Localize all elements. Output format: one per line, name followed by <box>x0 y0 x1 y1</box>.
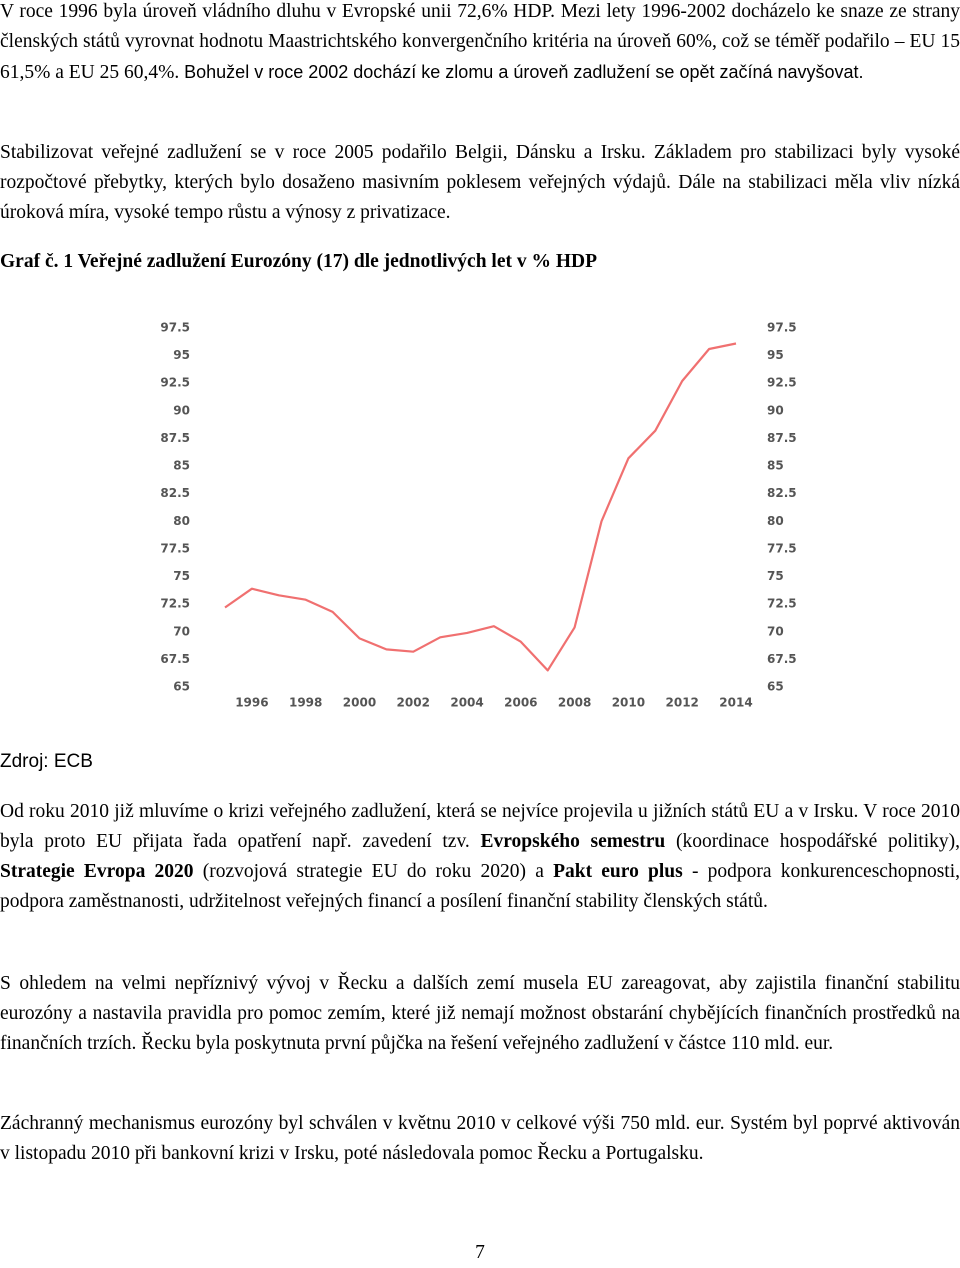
y2-tick-label: 67.5 <box>767 652 797 666</box>
y-tick-label: 67.5 <box>160 652 190 666</box>
y2-tick-label: 65 <box>767 680 784 694</box>
y2-tick-label: 80 <box>767 514 784 528</box>
source-note: Zdroj: ECB <box>0 751 93 772</box>
y-tick-label: 72.5 <box>160 597 190 611</box>
bold-text: Pakt euro plus <box>553 861 683 882</box>
text-run: - podpora konkurenceschopnosti, podpora … <box>0 861 960 912</box>
page-number: 7 <box>475 1242 485 1263</box>
x-tick-label: 1996 <box>235 696 268 710</box>
y-tick-label: 75 <box>173 569 190 583</box>
paragraph: Stabilizovat veřejné zadlužení se v roce… <box>0 138 960 228</box>
bold-text: Evropského semestru <box>480 831 666 852</box>
x-tick-label: 2006 <box>504 696 537 710</box>
x-tick-label: 1998 <box>289 696 322 710</box>
y2-tick-label: 95 <box>767 348 784 362</box>
paragraph: Od roku 2010 již mluvíme o krizi veřejné… <box>0 797 960 917</box>
paragraph: V roce 1996 byla úroveň vládního dluhu v… <box>0 0 960 88</box>
text-run: Od roku 2010 již mluvíme o krizi veřejné… <box>0 801 960 852</box>
y2-tick-label: 77.5 <box>767 541 797 555</box>
data-line <box>224 342 737 672</box>
x-tick-label: 2008 <box>558 696 591 710</box>
y-tick-label: 65 <box>173 680 190 694</box>
y2-tick-label: 90 <box>767 403 784 417</box>
chart: 65 67.5 70 72.5 75 77.5 80 82.5 85 87.5 90 92.5 95 97… <box>160 321 797 710</box>
y-tick-label: 90 <box>173 403 190 417</box>
x-tick-label: 2010 <box>612 696 645 710</box>
y2-tick-label: 87.5 <box>767 431 797 445</box>
y2-tick-label: 85 <box>767 459 784 473</box>
y2-tick-label: 72.5 <box>767 597 797 611</box>
text-run: (rozvojová strategie EU do roku 2020) a <box>193 861 554 882</box>
x-tick-label: 2000 <box>343 696 376 710</box>
x-tick-label: 2014 <box>719 696 752 710</box>
text-run: Bohužel v roce 2002 dochází ke zlomu a ú… <box>184 62 864 82</box>
paragraph: S ohledem na velmi nepříznivý vývoj v Ře… <box>0 969 960 1059</box>
y-tick-label: 70 <box>173 624 190 638</box>
y2-tick-label: 75 <box>767 569 784 583</box>
y-tick-label: 85 <box>173 459 190 473</box>
y-tick-label: 77.5 <box>160 541 190 555</box>
text-run: (koordinace hospodářské politiky), <box>665 831 960 852</box>
figure-caption: Graf č. 1 Veřejné zadlužení Eurozóny (17… <box>0 251 598 272</box>
y-tick-label: 92.5 <box>160 376 190 390</box>
y2-tick-label: 70 <box>767 624 784 638</box>
y-tick-label: 82.5 <box>160 486 190 500</box>
y-tick-label: 95 <box>173 348 190 362</box>
text-run: S ohledem na velmi nepříznivý vývoj v Ře… <box>0 973 960 1054</box>
x-tick-label: 2004 <box>450 696 483 710</box>
paragraph: Záchranný mechanismus eurozóny byl schvá… <box>0 1109 960 1169</box>
y2-tick-label: 92.5 <box>767 376 797 390</box>
text-run: V roce 1996 byla úroveň vládního dluhu v… <box>0 1 960 83</box>
y-tick-label: 87.5 <box>160 431 190 445</box>
y2-tick-label: 82.5 <box>767 486 797 500</box>
text-run: Stabilizovat veřejné zadlužení se v roce… <box>0 142 960 223</box>
y-tick-label: 80 <box>173 514 190 528</box>
x-tick-label: 2012 <box>666 696 699 710</box>
text-run: Záchranný mechanismus eurozóny byl schvá… <box>0 1113 960 1164</box>
y-tick-label: 97.5 <box>160 321 190 335</box>
y2-tick-label: 97.5 <box>767 321 797 335</box>
bold-text: Strategie Evropa 2020 <box>0 861 194 882</box>
x-tick-label: 2002 <box>397 696 430 710</box>
